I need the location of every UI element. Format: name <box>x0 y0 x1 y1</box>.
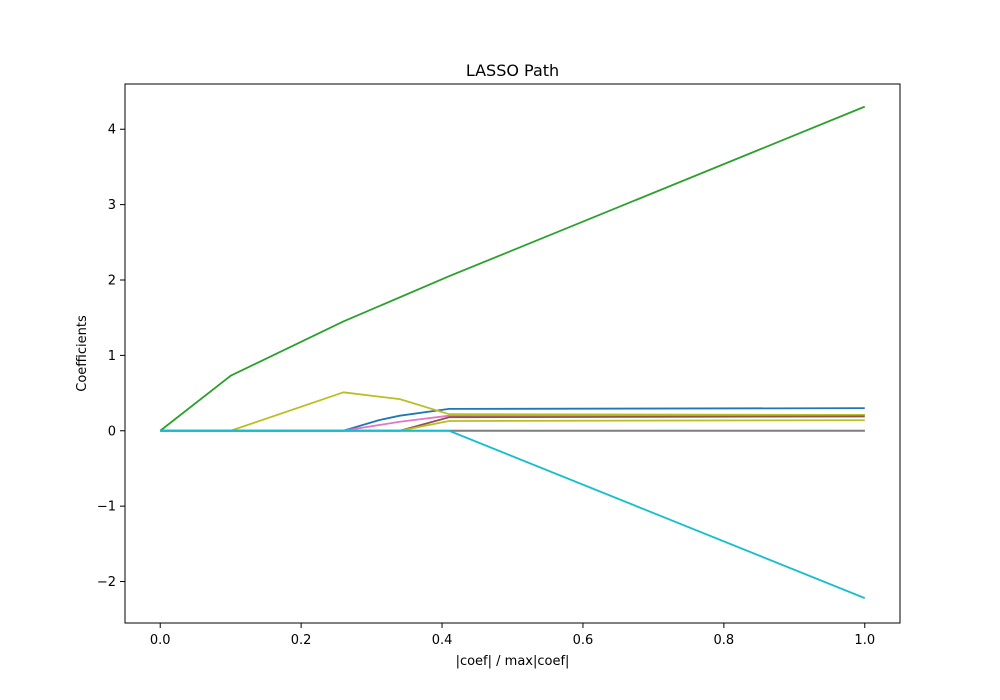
series-line-1 <box>159 105 866 432</box>
y-axis-ticks: −2 −1 0 1 2 3 4 <box>97 123 125 590</box>
x-tick-label: 0.0 <box>150 633 171 648</box>
plot-frame <box>124 83 901 624</box>
plot-area <box>125 84 900 623</box>
y-tick-label: 2 <box>108 274 116 289</box>
x-axis-ticks: 0.0 0.2 0.4 0.6 0.8 1.0 <box>150 623 875 648</box>
y-tick-label: 0 <box>108 424 116 439</box>
x-tick-label: 0.8 <box>714 633 735 648</box>
x-tick-label: 0.4 <box>432 633 453 648</box>
x-tick-label: 1.0 <box>854 633 875 648</box>
y-tick-label: 4 <box>108 123 116 138</box>
y-tick-label: 3 <box>108 198 116 213</box>
series-group <box>159 105 866 599</box>
x-tick-label: 0.2 <box>291 633 312 648</box>
x-axis-label: |coef| / max|coef| <box>456 654 570 669</box>
y-tick-label: −1 <box>97 500 116 515</box>
x-tick-label: 0.6 <box>573 633 594 648</box>
chart-title: LASSO Path <box>466 61 559 80</box>
y-tick-label: −2 <box>97 575 116 590</box>
series-line-10 <box>160 429 866 599</box>
y-tick-label: 1 <box>108 349 116 364</box>
y-axis-label: Coefficients <box>75 315 90 392</box>
